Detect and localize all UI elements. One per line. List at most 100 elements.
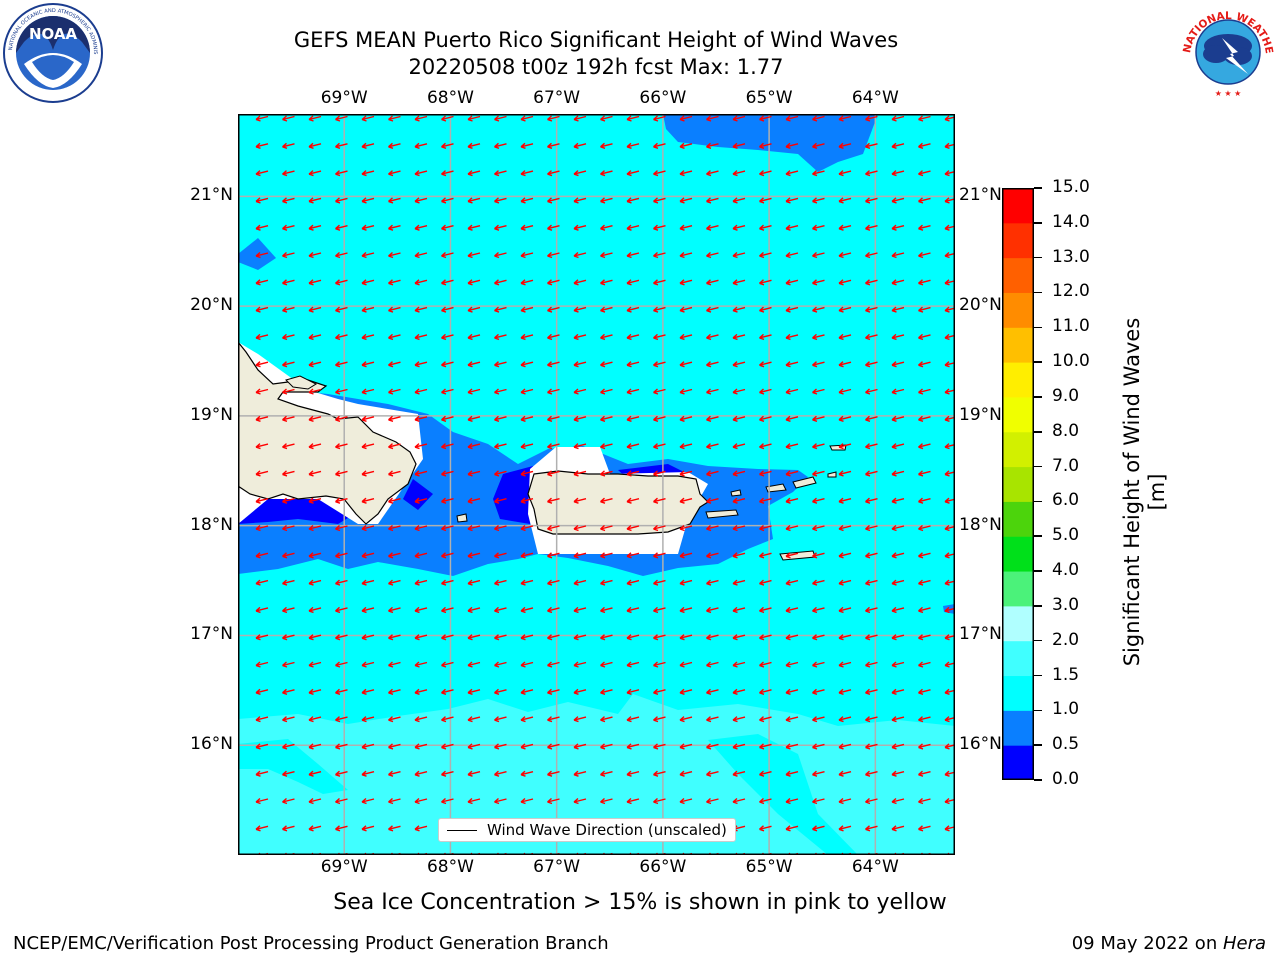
colorbar-tick-label: 11.0 bbox=[1052, 316, 1090, 337]
wave-direction-arrow bbox=[441, 552, 454, 559]
colorbar-swatch bbox=[1002, 501, 1034, 537]
wave-direction-arrow bbox=[520, 579, 534, 586]
wave-direction-arrow bbox=[308, 497, 322, 504]
wave-direction-arrow bbox=[865, 743, 878, 750]
wave-direction-arrow bbox=[626, 634, 640, 641]
wave-direction-arrow bbox=[759, 443, 772, 450]
lat-tick-label: 16°N bbox=[959, 734, 1002, 755]
wave-direction-arrow bbox=[361, 115, 375, 122]
wave-direction-arrow bbox=[679, 115, 693, 122]
colorbar-tick-label: 7.0 bbox=[1052, 455, 1080, 476]
wave-direction-arrow bbox=[918, 825, 931, 832]
wave-direction-arrow bbox=[388, 443, 401, 450]
wave-direction-arrow bbox=[626, 115, 640, 122]
wave-direction-arrow bbox=[573, 415, 587, 422]
wave-direction-arrow bbox=[547, 115, 560, 122]
land-vieques bbox=[705, 509, 739, 519]
wave-direction-arrow bbox=[812, 688, 825, 695]
wave-direction-arrow bbox=[282, 279, 295, 286]
wave-direction-arrow bbox=[732, 716, 746, 723]
wave-direction-arrow bbox=[388, 415, 401, 422]
lat-tick-label: 21°N bbox=[190, 185, 233, 206]
wave-direction-arrow bbox=[255, 770, 269, 777]
land-virgin-islands bbox=[730, 476, 817, 497]
wave-direction-arrow bbox=[891, 142, 905, 149]
wave-direction-arrow bbox=[653, 333, 666, 341]
wave-direction-arrow bbox=[414, 661, 428, 668]
wave-direction-arrow bbox=[918, 251, 931, 259]
wave-direction-arrow bbox=[891, 524, 905, 532]
wave-direction-arrow bbox=[335, 443, 348, 450]
wave-direction-arrow bbox=[600, 279, 613, 286]
wave-direction-arrow bbox=[732, 497, 746, 504]
wave-direction-arrow bbox=[520, 115, 534, 122]
wave-direction-arrow bbox=[865, 443, 878, 450]
wave-direction-arrow bbox=[255, 688, 269, 695]
wave-direction-arrow bbox=[891, 688, 905, 695]
wave-direction-arrow bbox=[600, 743, 613, 750]
wave-direction-arrow bbox=[732, 197, 746, 204]
wave-direction-arrow bbox=[759, 579, 772, 586]
wave-direction-arrow bbox=[785, 306, 799, 313]
wave-direction-arrow bbox=[865, 470, 878, 477]
wave-direction-arrow bbox=[573, 170, 587, 177]
wave-direction-arrow bbox=[255, 497, 269, 504]
wave-direction-arrow bbox=[706, 279, 719, 286]
wave-direction-arrow bbox=[414, 552, 428, 559]
wave-direction-arrow bbox=[759, 797, 772, 805]
wave-direction-arrow bbox=[732, 688, 746, 695]
wave-direction-arrow bbox=[706, 661, 719, 668]
wave-direction-arrow bbox=[838, 333, 852, 341]
wave-direction-arrow bbox=[414, 497, 428, 504]
wave-direction-arrow bbox=[891, 661, 905, 668]
wave-direction-arrow bbox=[785, 388, 799, 395]
footer-branch: NCEP/EMC/Verification Post Processing Pr… bbox=[13, 933, 609, 954]
colorbar-tick-label: 1.0 bbox=[1052, 699, 1080, 720]
colorbar-tick-label: 0.0 bbox=[1052, 769, 1080, 789]
wave-direction-arrow bbox=[308, 251, 322, 259]
wave-direction-arrow bbox=[573, 770, 587, 777]
wave-direction-arrow bbox=[785, 279, 799, 286]
wave-direction-arrow bbox=[547, 470, 560, 477]
wave-direction-arrow bbox=[626, 279, 640, 286]
wave-direction-arrow bbox=[255, 251, 269, 259]
wave-direction-arrow bbox=[308, 443, 322, 450]
wave-direction-arrow bbox=[414, 279, 428, 286]
wave-direction-arrow bbox=[547, 579, 560, 586]
wave-direction-arrow bbox=[785, 415, 799, 422]
wave-direction-arrow bbox=[255, 524, 269, 532]
wave-direction-arrow bbox=[838, 470, 852, 477]
wave-direction-arrow bbox=[361, 716, 375, 723]
wave-direction-arrow bbox=[918, 470, 931, 477]
wave-direction-arrow bbox=[308, 524, 322, 532]
wave-direction-arrow bbox=[361, 743, 375, 750]
wave-direction-arrow bbox=[918, 306, 931, 313]
wave-direction-arrow bbox=[494, 552, 507, 559]
wave-direction-arrow bbox=[600, 170, 613, 177]
wave-direction-arrow bbox=[494, 333, 507, 341]
wave-direction-arrow bbox=[414, 115, 428, 122]
wave-direction-arrow bbox=[626, 797, 640, 805]
wave-direction-arrow bbox=[626, 306, 640, 313]
colorbar-tick-mark bbox=[1034, 605, 1042, 607]
wave-direction-arrow bbox=[812, 224, 825, 231]
wave-direction-arrow bbox=[918, 142, 931, 149]
wave-direction-arrow bbox=[838, 443, 852, 450]
wave-direction-arrow bbox=[282, 197, 295, 204]
wave-direction-arrow bbox=[918, 688, 931, 695]
wave-direction-arrow bbox=[388, 197, 401, 204]
wave-direction-arrow bbox=[838, 115, 852, 122]
lon-tick-label: 64°W bbox=[851, 857, 899, 877]
wave-direction-arrow bbox=[467, 634, 481, 641]
wave-direction-arrow bbox=[653, 797, 666, 805]
wave-direction-arrow bbox=[255, 579, 269, 586]
wave-direction-arrow bbox=[520, 170, 534, 177]
wave-direction-arrow bbox=[918, 443, 931, 450]
wave-direction-arrow bbox=[918, 552, 931, 559]
wave-direction-arrow bbox=[785, 361, 799, 368]
wave-direction-arrow bbox=[600, 443, 613, 450]
wave-direction-arrow bbox=[785, 743, 799, 750]
wave-direction-arrow bbox=[891, 770, 905, 777]
wave-direction-arrow bbox=[865, 770, 878, 777]
wave-direction-arrow bbox=[308, 197, 322, 204]
